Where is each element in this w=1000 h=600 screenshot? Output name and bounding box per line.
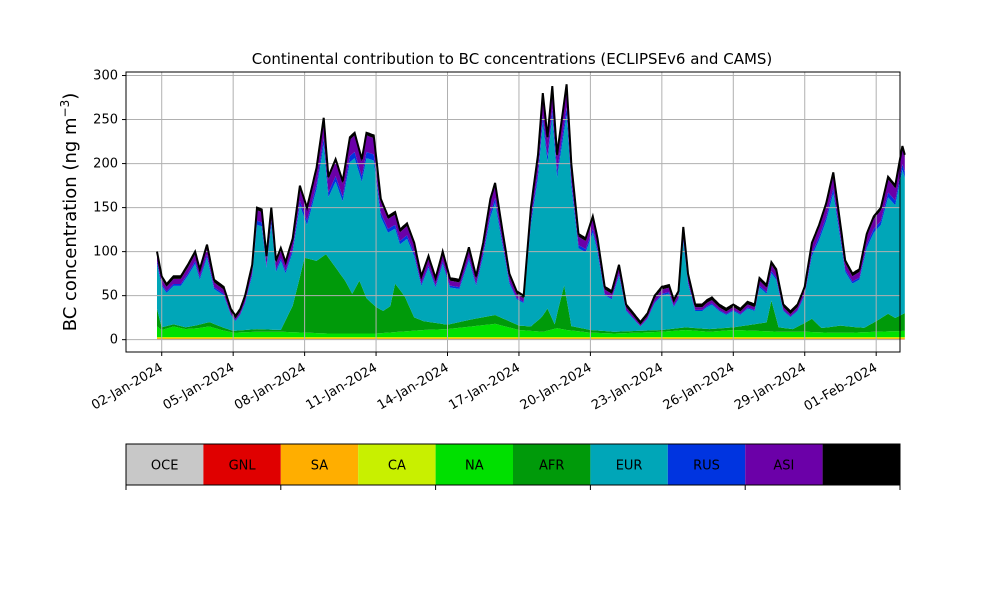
chart-title: Continental contribution to BC concentra…	[252, 50, 773, 68]
legend-label-oce: OCE	[151, 459, 179, 474]
area-afr	[157, 254, 905, 334]
x-tick-label: 20-Jan-2024	[518, 360, 595, 413]
x-tick-label: 14-Jan-2024	[375, 360, 452, 413]
y-tick-label: 250	[93, 113, 118, 128]
legend-label-sa: SA	[311, 459, 328, 474]
legend-label-aus: AUS	[848, 459, 875, 474]
area-ca	[157, 337, 905, 339]
y-tick-label: 200	[93, 157, 118, 172]
legend-swatch-ca	[358, 444, 436, 485]
x-tick-label: 11-Jan-2024	[303, 360, 380, 413]
legend-label-na: NA	[465, 459, 484, 474]
legend-label-afr: AFR	[539, 459, 564, 474]
y-tick-label: 150	[93, 201, 118, 216]
legend-label-gnl: GNL	[229, 459, 257, 474]
y-tick-label: 0	[110, 333, 118, 348]
total-outline	[156, 84, 906, 324]
legend-swatch-sa	[280, 444, 359, 485]
legend-swatch-afr	[513, 444, 591, 485]
legend-swatch-oce	[126, 444, 204, 485]
y-axis-label: BC concentration (ng m−3)	[58, 93, 81, 332]
x-tick-label: 29-Jan-2024	[732, 360, 809, 413]
grid-lines	[126, 72, 900, 352]
legend-swatch-gnl	[203, 444, 281, 485]
legend: OCE GNL SA CA NA AFR EUR RUS ASI AUS	[125, 443, 901, 490]
area-sa	[157, 338, 905, 340]
y-tick-label: 300	[93, 69, 118, 84]
plot-frame	[125, 71, 901, 353]
x-tick-label: 26-Jan-2024	[661, 360, 738, 413]
legend-swatch-asi	[745, 444, 823, 485]
legend-swatch-aus	[822, 444, 900, 485]
legend-frame	[125, 443, 901, 486]
legend-label-ca: CA	[388, 459, 406, 474]
x-tick-label: 02-Jan-2024	[89, 360, 166, 413]
legend-label-eur: EUR	[616, 459, 643, 474]
legend-label-rus: RUS	[693, 459, 720, 474]
x-tick-label: 05-Jan-2024	[161, 360, 238, 413]
stacked-area-layers	[157, 84, 905, 340]
area-eur	[157, 115, 905, 332]
legend-swatch-eur	[590, 444, 668, 485]
x-tick-label: 08-Jan-2024	[232, 360, 309, 413]
legend-swatch-rus	[667, 444, 746, 485]
x-tick-label: 23-Jan-2024	[589, 360, 666, 413]
y-tick-label: 50	[101, 289, 118, 304]
y-tick-label: 100	[93, 245, 118, 260]
x-tick-label: 01-Feb-2024	[802, 360, 881, 414]
legend-label-asi: ASI	[773, 459, 794, 474]
x-tick-label: 17-Jan-2024	[446, 360, 523, 413]
area-na	[157, 323, 905, 337]
legend-swatch-na	[435, 444, 513, 485]
